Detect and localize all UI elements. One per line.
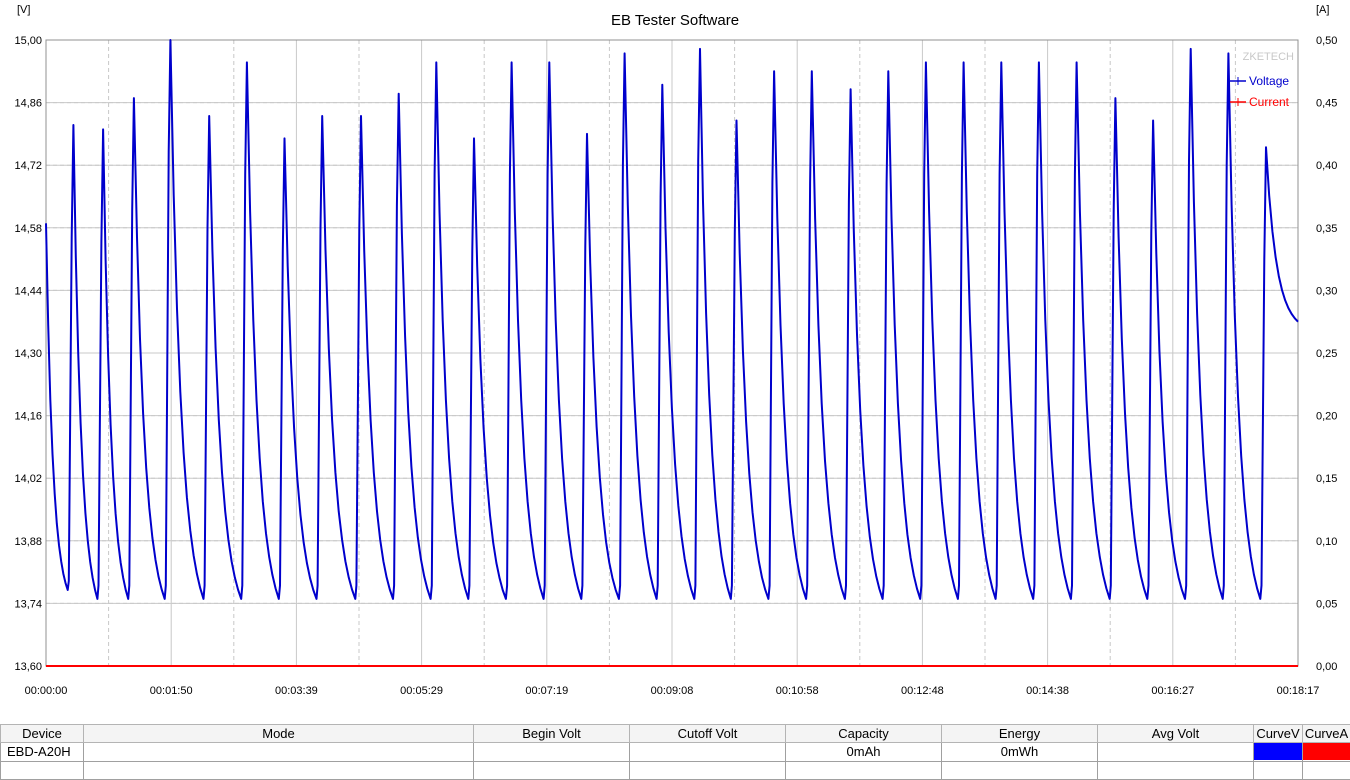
empty-cell [785, 760, 942, 780]
header-mode[interactable]: Mode [83, 724, 474, 743]
x-tick-label: 00:18:17 [1277, 685, 1320, 697]
y-right-unit: [A] [1316, 4, 1329, 16]
table-row[interactable]: EBD-A20H 0mAh 0mWh [0, 742, 1350, 762]
voltage-line [45, 39, 1299, 600]
x-tick-label: 00:00:00 [25, 685, 68, 697]
header-avg-volt[interactable]: Avg Volt [1097, 724, 1254, 743]
empty-cell [0, 760, 84, 780]
x-tick-label: 00:10:58 [776, 685, 819, 697]
voltage-current-chart: 15,00 14,86 14,72 14,58 14,44 14,30 14,16 14,02… [14, 4, 1337, 697]
header-capacity[interactable]: Capacity [785, 724, 942, 743]
chart-area: 15,00 14,86 14,72 14,58 14,44 14,30 14,16 14,02… [14, 4, 1337, 697]
y-left-tick-label: 14,86 [14, 98, 42, 110]
x-tick-label: 00:12:48 [901, 685, 944, 697]
empty-cell [941, 760, 1098, 780]
curve-v-color-swatch[interactable] [1254, 743, 1302, 761]
empty-cell [1302, 760, 1350, 780]
y-right-tick-label: 0,50 [1316, 35, 1337, 47]
y-right-tick-label: 0,10 [1316, 536, 1337, 548]
y-left-tick-label: 14,16 [14, 411, 42, 423]
y-left-tick-label: 14,30 [14, 348, 42, 360]
header-device[interactable]: Device [0, 724, 84, 743]
cell-avg-volt [1097, 742, 1254, 762]
test-results-table: Device Mode Begin Volt Cutoff Volt Capac… [0, 724, 1350, 780]
y-left-unit: [V] [17, 4, 30, 16]
x-tick-label: 00:16:27 [1151, 685, 1194, 697]
y-left-tick-label: 13,74 [14, 598, 42, 610]
legend-voltage-label: Voltage [1249, 74, 1289, 88]
cell-begin-volt [473, 742, 630, 762]
x-tick-label: 00:09:08 [651, 685, 694, 697]
y-right-tick-label: 0,20 [1316, 411, 1337, 423]
header-curve-v[interactable]: CurveV [1253, 724, 1303, 743]
empty-cell [83, 760, 474, 780]
legend-current-label: Current [1249, 95, 1290, 109]
header-curve-a[interactable]: CurveA [1302, 724, 1350, 743]
y-right-tick-label: 0,00 [1316, 661, 1337, 673]
y-right-tick-label: 0,25 [1316, 348, 1337, 360]
header-begin-volt[interactable]: Begin Volt [473, 724, 630, 743]
table-row [0, 760, 1350, 780]
curve-a-color-swatch[interactable] [1303, 743, 1350, 761]
cell-mode [83, 742, 474, 762]
cell-cutoff-volt [629, 742, 786, 762]
y-right-tick-label: 0,15 [1316, 473, 1337, 485]
x-tick-label: 00:07:19 [525, 685, 568, 697]
header-energy[interactable]: Energy [941, 724, 1098, 743]
y-left-tick-label: 14,72 [14, 160, 42, 172]
y-right-tick-label: 0,30 [1316, 285, 1337, 297]
y-left-tick-label: 14,58 [14, 223, 42, 235]
empty-cell [1097, 760, 1254, 780]
table-header-row: Device Mode Begin Volt Cutoff Volt Capac… [0, 724, 1350, 743]
cell-curve-a[interactable] [1302, 742, 1350, 762]
y-right-tick-label: 0,45 [1316, 98, 1337, 110]
empty-cell [473, 760, 630, 780]
y-left-tick-label: 14,02 [14, 473, 42, 485]
cell-energy: 0mWh [941, 742, 1098, 762]
y-left-tick-label: 13,60 [14, 661, 42, 673]
chart-title: EB Tester Software [611, 12, 739, 29]
x-tick-label: 00:05:29 [400, 685, 443, 697]
empty-cell [1253, 760, 1303, 780]
y-left-tick-label: 15,00 [14, 35, 42, 47]
y-right-tick-label: 0,05 [1316, 598, 1337, 610]
watermark: ZKETECH [1243, 51, 1294, 63]
x-tick-label: 00:14:38 [1026, 685, 1069, 697]
cell-curve-v[interactable] [1253, 742, 1303, 762]
empty-cell [629, 760, 786, 780]
y-left-tick-label: 14,44 [14, 285, 42, 297]
y-right-tick-label: 0,40 [1316, 160, 1337, 172]
cell-device: EBD-A20H [0, 742, 84, 762]
y-left-tick-label: 13,88 [14, 536, 42, 548]
cell-capacity: 0mAh [785, 742, 942, 762]
x-tick-label: 00:01:50 [150, 685, 193, 697]
x-tick-label: 00:03:39 [275, 685, 318, 697]
header-cutoff-volt[interactable]: Cutoff Volt [629, 724, 786, 743]
y-right-tick-label: 0,35 [1316, 223, 1337, 235]
